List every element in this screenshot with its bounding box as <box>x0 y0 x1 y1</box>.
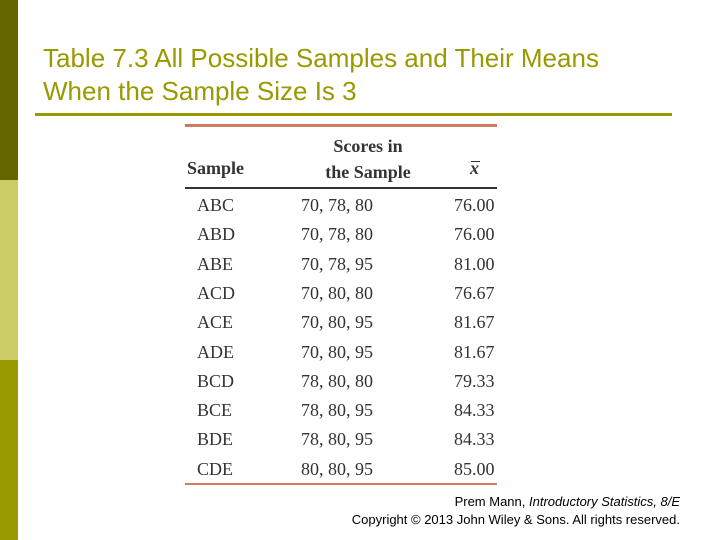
row-sample-cell: BDE <box>197 429 233 449</box>
footer-credit: Prem Mann, Introductory Statistics, 8/E … <box>352 493 680 529</box>
table-bottom-rule <box>185 483 497 485</box>
header-scores: Scores in the Sample <box>293 133 443 185</box>
row-scores-cell: 70, 80, 95 <box>301 342 373 362</box>
row-sample-cell: CDE <box>197 459 233 479</box>
table-header-rule <box>185 187 497 189</box>
row-mean-cell: 79.33 <box>454 371 495 391</box>
header-mean-label: x <box>470 158 479 178</box>
sidebar-segment-dark <box>0 0 18 180</box>
footer-citation: Prem Mann, Introductory Statistics, 8/E <box>352 493 680 511</box>
row-sample-cell: BCE <box>197 400 233 420</box>
row-sample-cell: ABE <box>197 254 233 274</box>
slide-title-line1: Table 7.3 All Possible Samples and Their… <box>43 43 599 73</box>
xbar-overline <box>471 161 480 162</box>
row-scores-cell: 78, 80, 80 <box>301 371 373 391</box>
header-scores-line2: the Sample <box>325 162 411 182</box>
footer-copyright: Copyright © 2013 John Wiley & Sons. All … <box>351 512 680 527</box>
row-scores-cell: 70, 80, 95 <box>301 312 373 332</box>
sidebar-segment-light <box>0 180 18 360</box>
title-underline <box>35 113 672 116</box>
table-top-rule <box>185 124 497 127</box>
row-mean-cell: 81.00 <box>454 254 495 274</box>
row-mean-cell: 81.67 <box>454 312 495 332</box>
row-mean-cell: 76.00 <box>454 195 495 215</box>
row-sample-cell: ADE <box>197 342 234 362</box>
row-scores-cell: 70, 78, 80 <box>301 195 373 215</box>
header-sample: Sample <box>187 158 245 178</box>
row-sample-cell: ABC <box>197 195 235 215</box>
sidebar-segment-olive <box>0 360 18 540</box>
header-mean: x <box>470 158 480 179</box>
row-scores-cell: 70, 80, 80 <box>301 283 373 303</box>
left-decorative-bar <box>0 0 18 540</box>
row-mean-cell: 85.00 <box>454 459 495 479</box>
slide-title: Table 7.3 All Possible Samples and Their… <box>43 42 683 108</box>
row-scores-cell: 78, 80, 95 <box>301 429 373 449</box>
row-scores-cell: 70, 78, 80 <box>301 224 373 244</box>
row-mean-cell: 76.67 <box>454 283 495 303</box>
row-mean-cell: 76.00 <box>454 224 495 244</box>
row-sample-cell: ACE <box>197 312 233 332</box>
row-mean-cell: 84.33 <box>454 400 495 420</box>
row-scores-cell: 78, 80, 95 <box>301 400 373 420</box>
row-mean-cell: 81.67 <box>454 342 495 362</box>
slide-title-line2: When the Sample Size Is 3 <box>43 76 357 106</box>
row-mean-cell: 84.33 <box>454 429 495 449</box>
row-sample-cell: BCD <box>197 371 235 391</box>
row-sample-cell: ABD <box>197 224 236 244</box>
row-scores-cell: 80, 80, 95 <box>301 459 373 479</box>
footer-author: Prem Mann, <box>454 494 529 509</box>
footer-book: Introductory Statistics, 8/E <box>528 494 680 509</box>
header-scores-line1: Scores in <box>333 136 403 156</box>
row-scores-cell: 70, 78, 95 <box>301 254 373 274</box>
row-sample-cell: ACD <box>197 283 236 303</box>
